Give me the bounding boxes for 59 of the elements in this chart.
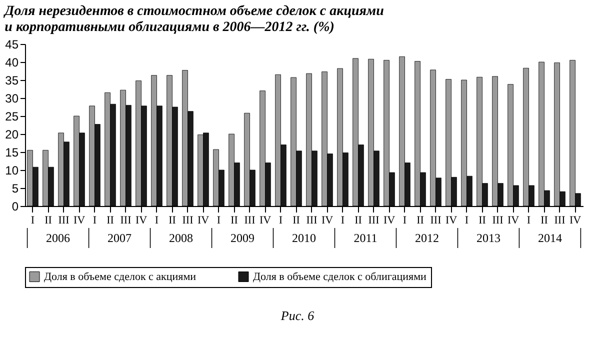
x-tick-label: I [30,214,35,226]
y-tick-label: 40 [5,56,19,70]
y-tick-label: 25 [5,110,19,124]
text: 2006 [46,231,70,245]
x-tick-label: IV [383,214,396,226]
x-tick-label: IV [197,214,210,226]
x-tick-label: I [464,214,469,226]
x-tick-label: I [278,214,283,226]
x-tick-label: I [216,214,221,226]
y-tick-label: 35 [5,74,19,88]
x-tick-label: IV [73,214,86,226]
y-tick-label: 30 [5,92,19,106]
x-tick-label: II [292,214,300,226]
x-tick-label: III [120,214,132,226]
x-tick-label: II [106,214,114,226]
chart-title: Доля нерезидентов в стоимостном объеме сделок с акциями и корпоративными облигациями в 2006—2012 гг. (%) [2,4,384,35]
text: 2010 [292,231,316,245]
x-tick-label: II [416,214,424,226]
x-tick-label: III [58,214,70,226]
y-tick-label: 10 [5,164,19,178]
x-tick-label: III [368,214,380,226]
x-tick-label: II [168,214,176,226]
x-tick-label: I [154,214,159,226]
x-tick-label: III [492,214,504,226]
legend-label: Доля в объеме сделок с акциями [44,270,196,283]
x-tick-label: II [230,214,238,226]
x-tick-label: IV [135,214,148,226]
y-tick-label: 0 [12,200,19,214]
text: 2011 [354,231,378,245]
text: 2007 [108,231,132,245]
x-tick-label: III [306,214,318,226]
x-tick-label: III [182,214,194,226]
text: 2013 [476,231,500,245]
x-tick-label: I [92,214,97,226]
y-tick-label: 15 [5,146,19,160]
x-tick-label: IV [259,214,272,226]
text: 2014 [538,231,562,245]
x-tick-label: II [540,214,548,226]
x-tick-label: I [526,214,531,226]
x-tick-label: I [402,214,407,226]
x-tick-label: III [554,214,566,226]
x-tick-label: II [44,214,52,226]
x-tick-label: II [478,214,486,226]
x-tick-label: IV [321,214,334,226]
x-tick-label: I [340,214,345,226]
text: Рис. 6 [280,308,316,324]
y-tick-label: 45 [5,38,19,52]
x-tick-label: IV [569,214,582,226]
y-tick-label: 20 [5,128,19,142]
x-tick-label: II [354,214,362,226]
x-tick-label: IV [445,214,458,226]
x-tick-label: III [244,214,256,226]
text: 2008 [169,231,194,245]
x-tick-label: III [430,214,442,226]
y-tick-label: 5 [12,182,19,196]
x-tick-label: IV [507,214,520,226]
text: 2009 [230,231,255,245]
text: 2012 [414,231,439,245]
legend-label: Доля в объеме сделок с облигациями [253,270,427,283]
